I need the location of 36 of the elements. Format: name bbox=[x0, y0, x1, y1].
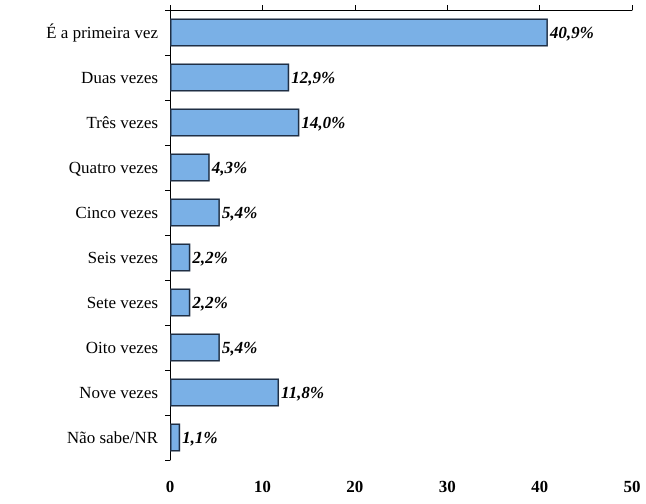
data-label: 5,4% bbox=[222, 203, 258, 222]
bar bbox=[170, 154, 210, 182]
y-tick-label: Cinco vezes bbox=[75, 203, 158, 222]
bar bbox=[170, 18, 548, 46]
data-label: 5,4% bbox=[222, 338, 258, 357]
bar bbox=[170, 378, 280, 406]
data-label: 12,9% bbox=[291, 68, 336, 87]
x-tick-label: 30 bbox=[438, 477, 456, 496]
y-tick-label: Seis vezes bbox=[88, 248, 158, 267]
y-tick-label: Oito vezes bbox=[86, 338, 158, 357]
x-tick-label: 10 bbox=[254, 477, 271, 496]
y-tick-label: Três vezes bbox=[86, 113, 158, 132]
data-label: 14,0% bbox=[301, 113, 346, 132]
x-tick-label: 20 bbox=[346, 477, 364, 496]
y-tick-label: É a primeira vez bbox=[46, 23, 158, 42]
data-label: 2,2% bbox=[191, 248, 228, 267]
bar bbox=[170, 244, 190, 272]
y-tick-label: Nove vezes bbox=[79, 383, 158, 402]
bar bbox=[170, 288, 190, 316]
data-label: 1,1% bbox=[182, 428, 218, 447]
bar bbox=[170, 108, 300, 136]
y-tick-label: Quatro vezes bbox=[68, 158, 158, 177]
x-tick-label: 50 bbox=[624, 477, 640, 496]
y-tick-label: Duas vezes bbox=[81, 68, 158, 87]
x-tick-label: 40 bbox=[531, 477, 548, 496]
bar bbox=[170, 424, 180, 452]
bar bbox=[170, 198, 220, 226]
bar bbox=[170, 334, 220, 362]
y-tick-label: Não sabe/NR bbox=[66, 428, 159, 447]
data-label: 4,3% bbox=[210, 158, 248, 177]
data-label: 40,9% bbox=[548, 23, 594, 42]
data-label: 11,8% bbox=[281, 383, 324, 402]
bar bbox=[170, 64, 290, 92]
x-tick-label: 0 bbox=[166, 477, 174, 496]
y-tick-label: Sete vezes bbox=[86, 293, 158, 312]
data-label: 2,2% bbox=[191, 293, 228, 312]
